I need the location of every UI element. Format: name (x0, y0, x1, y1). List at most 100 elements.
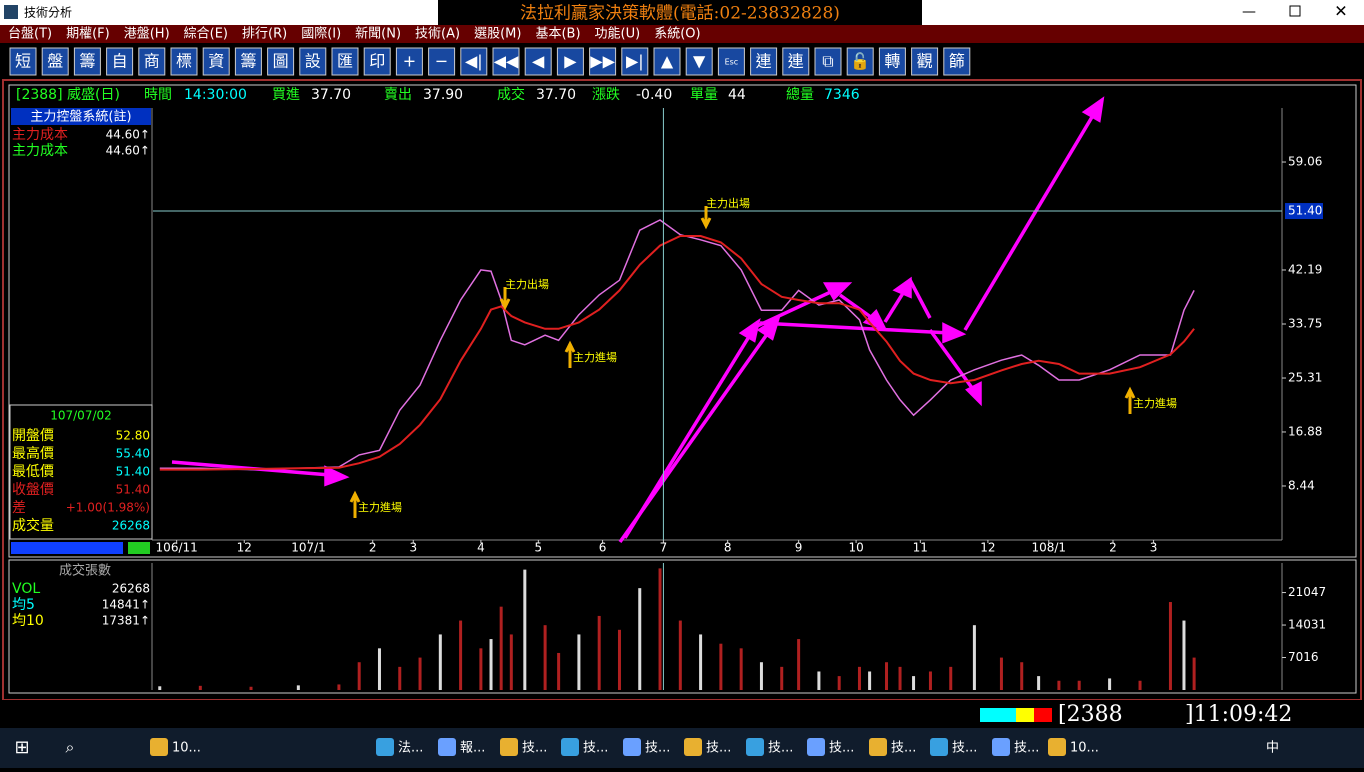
menu-item[interactable]: 技術(A) (415, 27, 460, 42)
toolbar-label: 自 (112, 52, 128, 71)
toolbar-button[interactable] (428, 47, 456, 76)
toolbar-button[interactable] (234, 47, 262, 76)
maximize[interactable] (1289, 5, 1301, 17)
menu-item[interactable]: 台盤(T) (8, 27, 52, 42)
panel-label: 均10 (12, 613, 44, 629)
y-tick-label: 59.06 (1288, 155, 1322, 169)
taskbar-icon[interactable] (684, 738, 702, 756)
toolbar-button[interactable] (556, 47, 584, 76)
start-button[interactable]: ⊞ (14, 737, 29, 758)
menu-item[interactable]: 綜合(E) (184, 27, 228, 42)
volume-bar (617, 629, 621, 690)
volume-bar (817, 671, 821, 690)
quote-date: 107/07/02 (50, 409, 112, 423)
volume-bar (1057, 680, 1061, 690)
taskbar-label[interactable]: 10... (172, 741, 201, 756)
price-line (159, 235, 1195, 471)
toolbar-button[interactable] (750, 47, 778, 76)
toolbar-button[interactable] (717, 47, 745, 76)
taskbar-icon[interactable] (1048, 738, 1066, 756)
taskbar-icon[interactable] (561, 738, 579, 756)
toolbar-button[interactable] (782, 47, 810, 76)
toolbar-button[interactable] (911, 47, 939, 76)
menu-item[interactable]: 基本(B) (535, 27, 580, 42)
close[interactable]: ✕ (1334, 2, 1347, 21)
taskbar-label[interactable]: 技... (829, 741, 854, 756)
taskbar-label[interactable]: 法... (398, 741, 423, 756)
x-tick-label: 106/11 (156, 541, 198, 555)
panel-value: 44.60↑ (106, 128, 150, 142)
panel-label: 主力成本 (12, 127, 68, 143)
taskbar-label[interactable]: 技... (891, 741, 916, 756)
toolbar-button[interactable] (170, 47, 198, 76)
menu-item[interactable]: 港盤(H) (124, 27, 170, 42)
menu-item[interactable]: 期權(F) (66, 27, 110, 42)
y-tick-label: 8.44 (1288, 478, 1315, 492)
panel-header (11, 108, 151, 125)
x-tick-label: 7 (660, 541, 668, 555)
search-button[interactable]: ⌕ (66, 738, 75, 757)
toolbar-button[interactable] (202, 47, 230, 76)
toolbar-button[interactable] (814, 47, 842, 76)
toolbar-button[interactable] (138, 47, 166, 76)
toolbar-label: − (435, 52, 448, 71)
annotation-arrow (499, 287, 511, 311)
toolbar-button[interactable] (73, 47, 101, 76)
toolbar-button[interactable] (299, 47, 327, 76)
menu-item[interactable]: 功能(U) (595, 27, 641, 42)
toolbar-button[interactable] (846, 47, 874, 76)
taskbar-icon[interactable] (869, 738, 887, 756)
taskbar-label[interactable]: 中 (1266, 741, 1279, 756)
toolbar-button[interactable] (492, 47, 520, 76)
toolbar-button[interactable] (9, 47, 37, 76)
taskbar-label[interactable]: 技... (706, 741, 731, 756)
toolbar-button[interactable] (621, 47, 649, 76)
toolbar-button[interactable] (41, 47, 69, 76)
toolbar-button[interactable] (460, 47, 488, 76)
taskbar-label[interactable]: 報... (460, 741, 485, 756)
toolbar-button[interactable] (395, 47, 423, 76)
crosshair-label-bg (1285, 203, 1323, 220)
taskbar-label[interactable]: 技... (583, 741, 608, 756)
panel-value: 14841↑ (102, 598, 150, 612)
menu-item[interactable]: 排行(R) (242, 27, 287, 42)
taskbar-label[interactable]: 技... (645, 741, 670, 756)
taskbar-icon[interactable] (438, 738, 456, 756)
toolbar-button[interactable] (589, 47, 617, 76)
toolbar-label: ▶▶ (590, 52, 615, 71)
minimize[interactable]: — (1242, 4, 1256, 20)
taskbar-icon[interactable] (746, 738, 764, 756)
taskbar-label[interactable]: 技... (952, 741, 977, 756)
taskbar-icon[interactable] (992, 738, 1010, 756)
taskbar-label[interactable]: 技... (522, 741, 547, 756)
menu-item[interactable]: 國際(I) (301, 27, 341, 42)
vol-panel-title: 成交張數 (59, 563, 111, 579)
menu-item[interactable]: 選股(M) (474, 26, 521, 42)
taskbar-icon[interactable] (150, 738, 168, 756)
menu-item[interactable]: 系統(O) (654, 27, 700, 42)
toolbar-button[interactable] (524, 47, 552, 76)
toolbar-button[interactable] (331, 47, 359, 76)
toolbar-label: 籌 (240, 52, 256, 71)
taskbar-label[interactable]: 10... (1070, 741, 1099, 756)
taskbar-icon[interactable] (376, 738, 394, 756)
toolbar-button[interactable] (106, 47, 134, 76)
x-tick-label: 108/1 (1031, 541, 1066, 555)
volume-bar (949, 666, 953, 690)
menu-item[interactable]: 新聞(N) (355, 26, 401, 42)
toolbar-label: 盤 (47, 52, 63, 71)
price-line (159, 219, 1195, 471)
toolbar-button[interactable] (685, 47, 713, 76)
taskbar-label[interactable]: 技... (768, 741, 793, 756)
toolbar-button[interactable] (653, 47, 681, 76)
taskbar-icon[interactable] (623, 738, 641, 756)
volume-bar (337, 684, 341, 690)
toolbar-button[interactable] (363, 47, 391, 76)
taskbar-icon[interactable] (807, 738, 825, 756)
taskbar-icon[interactable] (930, 738, 948, 756)
taskbar-label[interactable]: 技... (1014, 741, 1039, 756)
toolbar-button[interactable] (878, 47, 906, 76)
toolbar-button[interactable] (943, 47, 971, 76)
taskbar-icon[interactable] (500, 738, 518, 756)
toolbar-button[interactable] (267, 47, 295, 76)
